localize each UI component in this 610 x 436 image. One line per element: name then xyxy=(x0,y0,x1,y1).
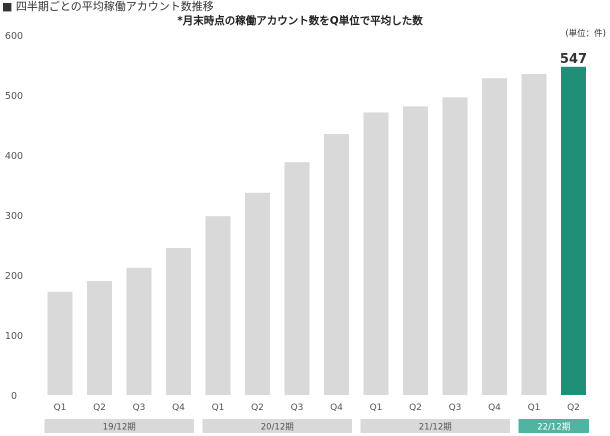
x-tick-label: Q2 xyxy=(567,403,580,413)
y-tick-label: 400 xyxy=(5,151,23,162)
bar xyxy=(205,216,231,395)
y-tick-label: 100 xyxy=(5,331,23,342)
period-bands: 19/12期 20/12期 21/12期 22/12期 xyxy=(44,419,589,433)
bar-highlight xyxy=(561,66,586,396)
y-tick-label: 300 xyxy=(5,211,23,222)
period-label: 22/12期 xyxy=(537,423,570,433)
y-tick-label: 0 xyxy=(11,391,17,402)
bar xyxy=(166,248,191,395)
period-band xyxy=(202,419,352,433)
x-tick-label: Q3 xyxy=(449,403,462,413)
x-tick-label: Q3 xyxy=(291,403,304,413)
bar xyxy=(87,281,112,395)
chart-title: ■ 四半期ごとの平均稼働アカウント数推移 xyxy=(2,0,214,13)
period-band xyxy=(360,419,510,433)
x-tick-label: Q2 xyxy=(93,403,106,413)
x-tick-label: Q1 xyxy=(212,403,225,413)
bar xyxy=(403,106,428,396)
y-tick-label: 600 xyxy=(5,31,23,42)
value-labels: 547 xyxy=(560,52,587,67)
x-tick-label: Q3 xyxy=(133,403,146,413)
chart-subtitle: *月末時点の稼働アカウント数をQ単位で平均した数 xyxy=(177,14,423,27)
bar xyxy=(284,162,310,395)
unit-label: (単位：件) xyxy=(565,28,606,39)
period-label: 21/12期 xyxy=(419,423,452,433)
x-tick-label: Q2 xyxy=(409,403,422,413)
period-band xyxy=(518,419,589,433)
period-band xyxy=(44,419,194,433)
bar xyxy=(363,112,389,396)
x-tick-label: Q2 xyxy=(251,403,264,413)
x-axis: Q1 Q2 Q3 Q4 Q1 Q2 Q3 Q4 Q1 Q2 Q3 Q4 Q1 Q2 xyxy=(54,403,580,413)
data-label: 547 xyxy=(560,52,587,67)
bar xyxy=(442,97,468,396)
bar xyxy=(126,267,152,395)
bar xyxy=(245,192,270,395)
y-tick-label: 200 xyxy=(5,271,23,282)
bar xyxy=(324,134,349,395)
x-tick-label: Q4 xyxy=(488,403,501,413)
bars xyxy=(47,66,586,396)
x-tick-label: Q4 xyxy=(172,403,185,413)
x-tick-label: Q1 xyxy=(54,403,67,413)
y-axis: 0 100 200 300 400 500 600 xyxy=(5,31,23,402)
period-label: 19/12期 xyxy=(103,423,136,433)
bar xyxy=(47,291,73,395)
bar xyxy=(521,74,547,395)
y-tick-label: 500 xyxy=(5,91,23,102)
period-label: 20/12期 xyxy=(261,423,294,433)
bar xyxy=(482,78,507,395)
x-tick-label: Q4 xyxy=(330,403,343,413)
x-tick-label: Q1 xyxy=(370,403,383,413)
x-tick-label: Q1 xyxy=(528,403,541,413)
